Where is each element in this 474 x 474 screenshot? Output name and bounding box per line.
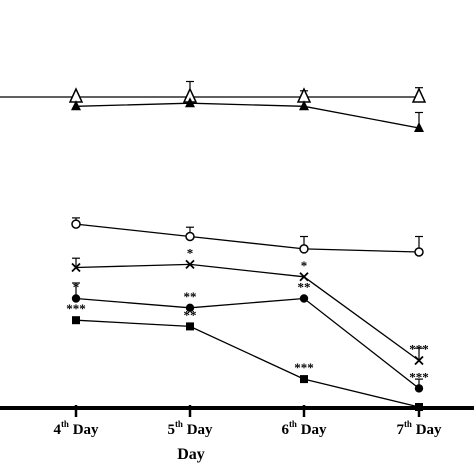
x-tick-label: 4th Day [53, 419, 99, 438]
open-triangle-marker [296, 87, 312, 103]
open-triangle-marker [411, 87, 427, 103]
significance-label: ** [184, 289, 197, 304]
significance-label: * [301, 258, 308, 273]
cross-marker [185, 259, 195, 270]
filled-triangle-marker [71, 100, 81, 111]
significance-label: *** [294, 360, 314, 375]
significance-label: ** [298, 280, 311, 295]
significance-label: *** [409, 342, 429, 357]
series-markers [68, 87, 427, 411]
cross-marker [414, 355, 424, 366]
x-tick-label: 5th Day [167, 419, 213, 438]
cross-marker [299, 272, 309, 282]
x-tick-label: 6th Day [281, 419, 327, 438]
filled-circle-marker [185, 303, 195, 312]
filled-triangle-marker [299, 100, 309, 111]
x-axis-label: Day [177, 446, 205, 463]
significance-label: ** [184, 307, 197, 322]
open-circle-marker [299, 244, 309, 254]
significance-labels: **************** ***** [66, 245, 429, 384]
x-tick-label: 7th Day [396, 419, 442, 438]
significance-label: * [73, 280, 80, 295]
filled-circle-marker [299, 294, 309, 303]
error-bar [72, 257, 80, 268]
significance-label: * [187, 245, 194, 260]
open-circle-marker [414, 247, 424, 257]
filled-triangle-marker [185, 97, 195, 108]
series-line-cross [75, 263, 420, 362]
filled-square-marker [300, 375, 308, 384]
series-lines [0, 96, 420, 408]
filled-circle-marker [414, 384, 424, 393]
filled-triangle-marker [414, 122, 424, 132]
filled-square-marker [186, 322, 194, 331]
x-axis-ticks: 4th Day 5th Day 6th Day 7th Day [53, 405, 442, 438]
open-circle-marker [71, 219, 81, 229]
error-bar [415, 347, 423, 361]
filled-circle-marker [71, 294, 81, 303]
series-line-filled-circle [75, 297, 420, 389]
significance-label: *** [409, 369, 429, 384]
cross-marker [71, 262, 81, 273]
series-line-filled-triangle [75, 102, 420, 129]
filled-square-marker [72, 316, 80, 325]
error-bars [72, 80, 423, 389]
open-triangle-marker [68, 87, 84, 103]
series-line-filled-square [75, 319, 420, 408]
open-circle-marker [185, 231, 195, 242]
series-line-open-circle [75, 223, 420, 253]
significance-label: *** [66, 301, 86, 316]
